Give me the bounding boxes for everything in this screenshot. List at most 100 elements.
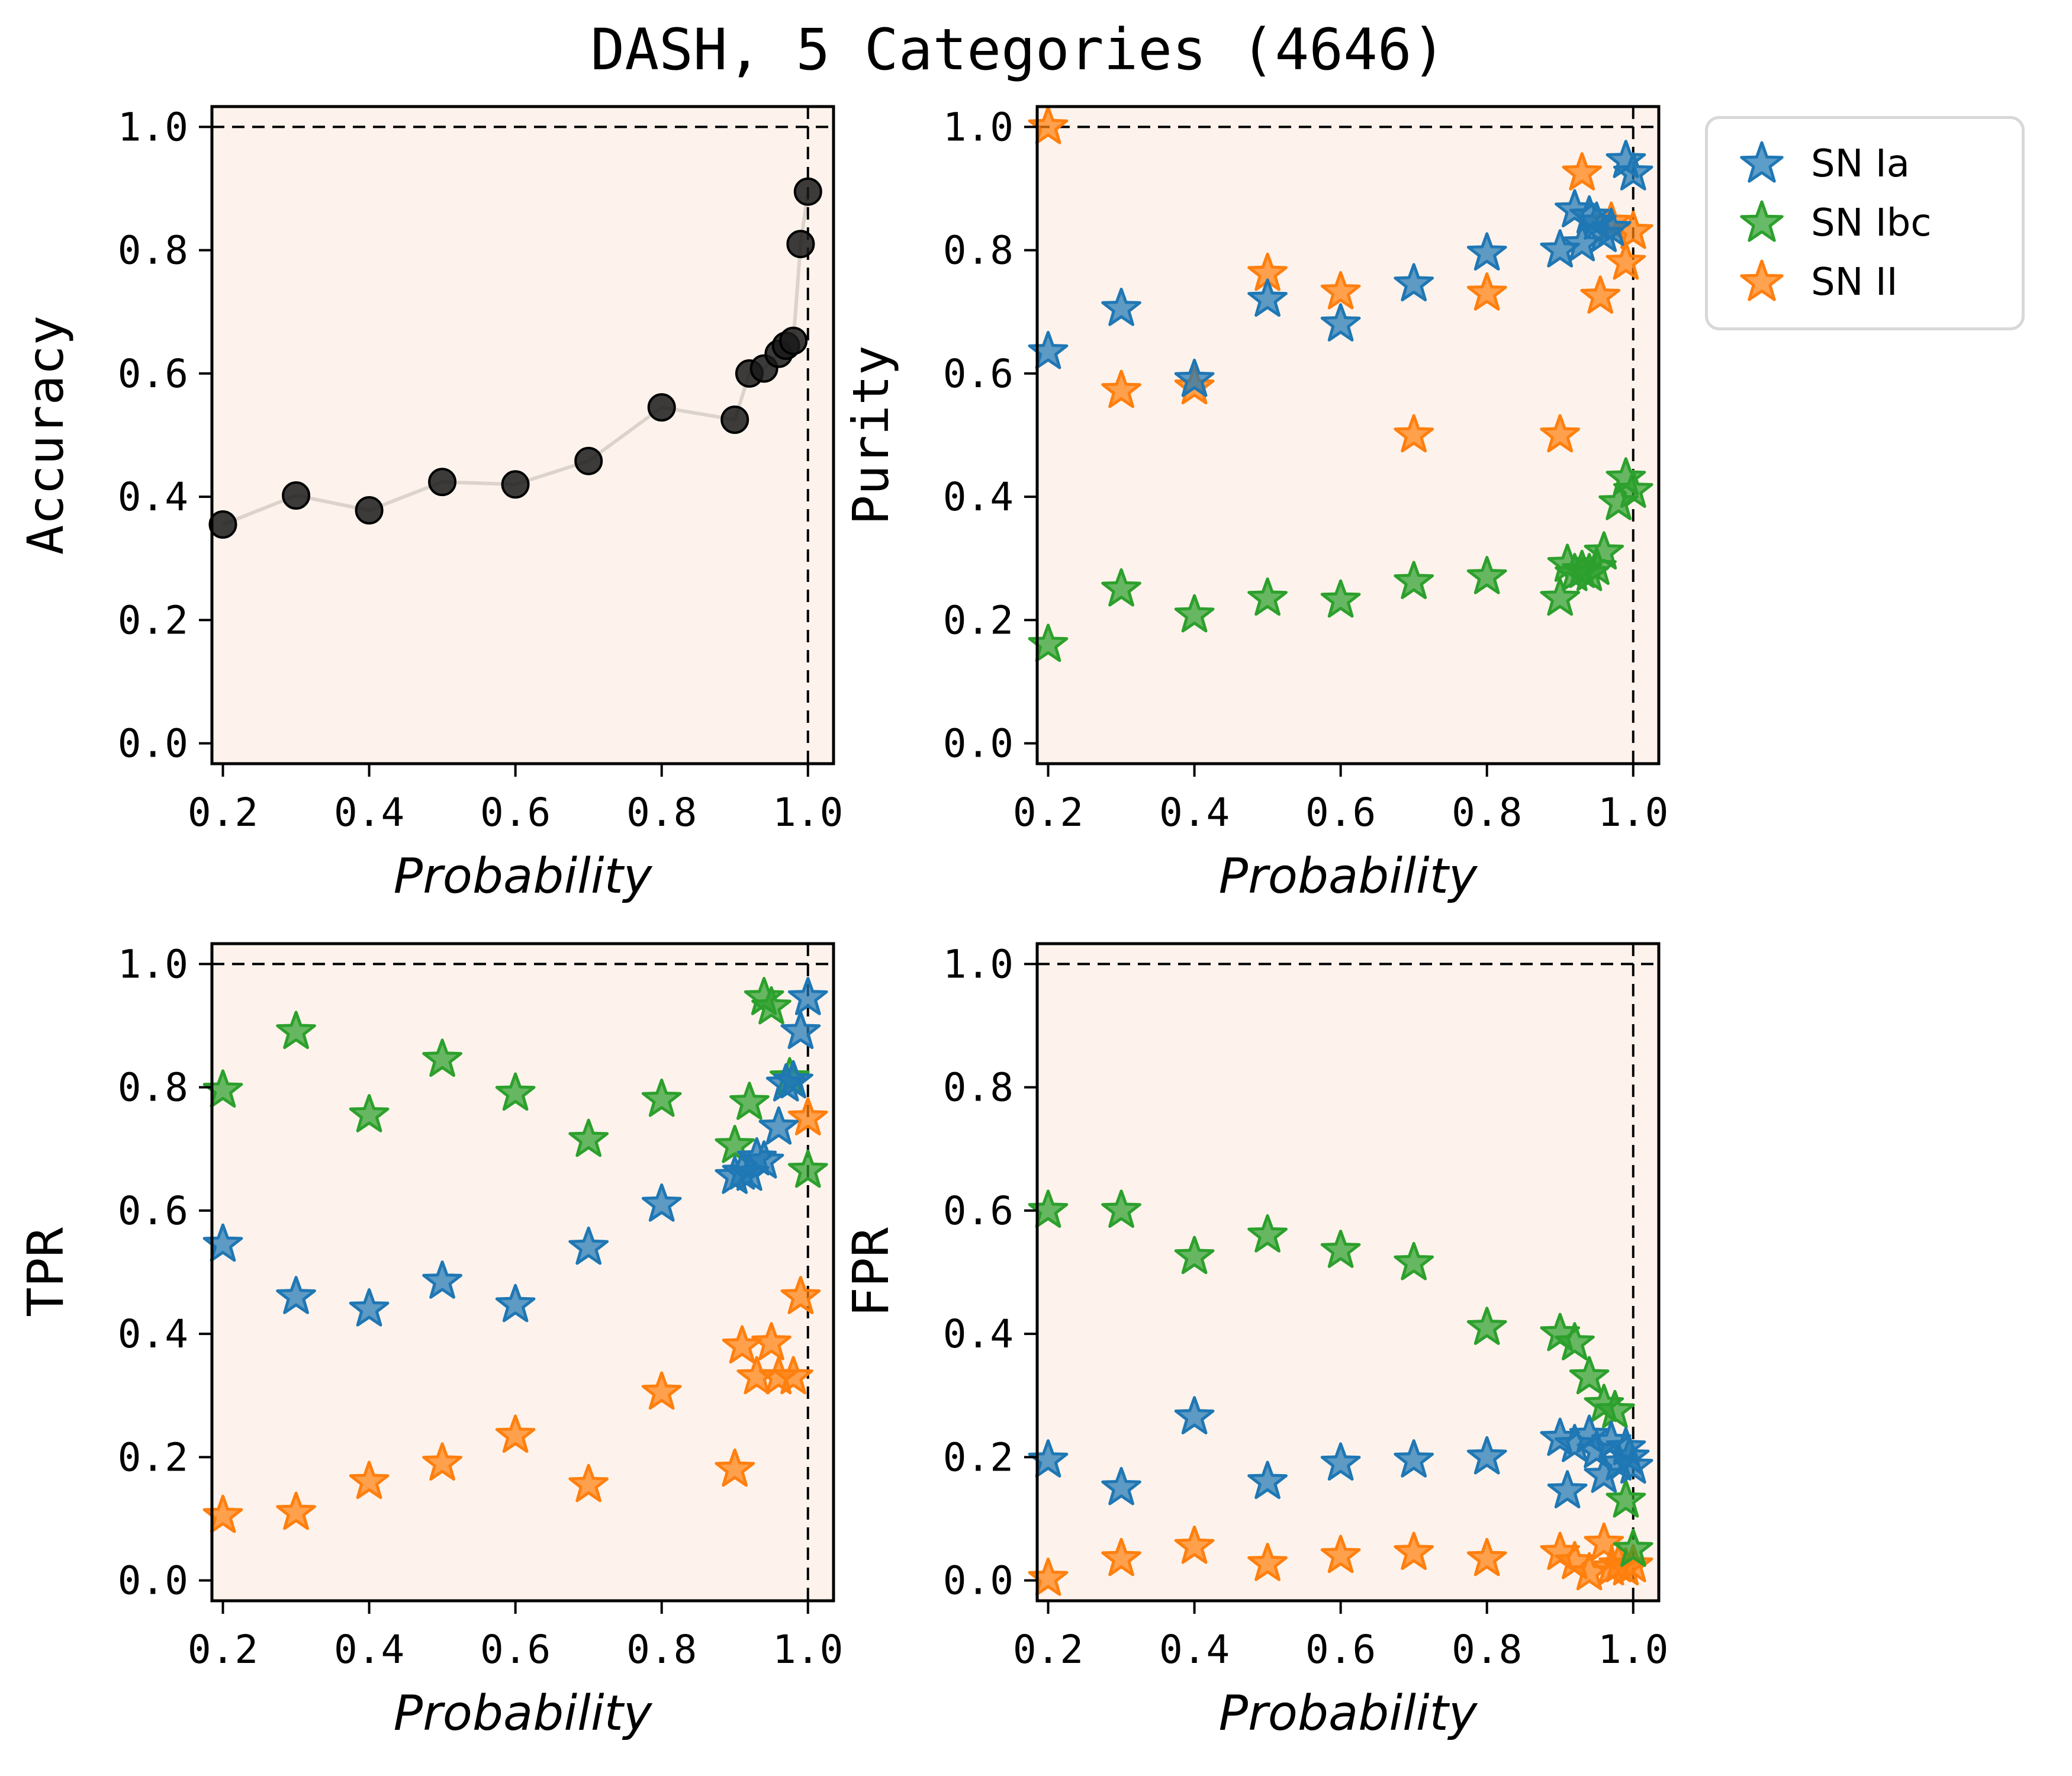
- axes-tpr-spines: [210, 942, 835, 1603]
- tpr-point-sn-ia: [568, 1226, 609, 1265]
- y-tick-label: 0.2: [118, 1434, 188, 1480]
- y-tick-label: 0.8: [118, 1065, 188, 1111]
- purity-point-sn-ia: [1247, 278, 1288, 317]
- tpr-point-sn-ii: [773, 1356, 813, 1395]
- axes-tpr-background: [212, 944, 834, 1601]
- purity-point-sn-ibc: [1174, 594, 1215, 633]
- tpr-point-sn-ii: [202, 1494, 243, 1533]
- accuracy-point: [208, 510, 237, 539]
- purity-point-sn-ii: [1466, 272, 1507, 311]
- y-tick-label: 0.2: [118, 597, 188, 643]
- fpr-point-sn-ia: [1394, 1439, 1434, 1478]
- purity-point-sn-ibc: [1320, 579, 1361, 618]
- tpr-point-sn-ii: [568, 1463, 609, 1502]
- fpr-point-sn-ii: [1613, 1544, 1653, 1582]
- y-tick-label: 1.0: [118, 104, 188, 150]
- fpr-point-sn-ia: [1101, 1466, 1141, 1505]
- purity-point-sn-ii: [1028, 105, 1069, 144]
- y-axis-label-accuracy: Accuracy: [17, 316, 75, 555]
- fpr-point-sn-ibc: [1613, 1529, 1653, 1567]
- tpr-point-sn-ia: [758, 1106, 799, 1145]
- accuracy-point: [501, 470, 530, 499]
- x-tick-label: 0.8: [626, 1627, 697, 1672]
- tpr-point-sn-ibc: [202, 1069, 243, 1108]
- legend-label-sn-ii: SN II: [1811, 260, 1898, 304]
- purity-point-sn-ia: [1466, 232, 1507, 271]
- accuracy-point: [793, 177, 822, 206]
- purity-point-sn-ia: [1394, 263, 1434, 302]
- y-tick-label: 0.6: [943, 351, 1014, 397]
- x-tick-label: 0.4: [1159, 790, 1230, 835]
- fpr-point-sn-ibc: [1606, 1479, 1646, 1518]
- fpr-point-sn-ibc: [1320, 1230, 1361, 1268]
- tpr-point-sn-ia: [744, 1140, 784, 1179]
- x-tick-label: 1.0: [1598, 790, 1668, 835]
- fpr-point-sn-ia: [1320, 1442, 1361, 1481]
- fpr-point-sn-ibc: [1247, 1214, 1288, 1253]
- purity-point-sn-ii: [1320, 271, 1361, 310]
- fpr-point-sn-ibc: [1028, 1189, 1069, 1228]
- axes-purity-spines: [1035, 105, 1661, 765]
- fpr-point-sn-ibc: [1569, 1356, 1610, 1395]
- purity-point-sn-ibc: [1613, 469, 1653, 508]
- purity-point-sn-ii: [1580, 275, 1621, 314]
- fpr-point-sn-ii: [1247, 1543, 1288, 1581]
- x-tick-label: 0.6: [480, 790, 551, 835]
- y-tick-label: 0.4: [943, 474, 1014, 520]
- y-tick-label: 0.2: [943, 1434, 1014, 1480]
- y-tick-label: 0.8: [943, 1065, 1014, 1111]
- y-tick-label: 0.0: [118, 721, 188, 767]
- fpr-point-sn-ia: [1613, 1445, 1653, 1484]
- star-icon: [1740, 259, 1784, 301]
- legend-item-sn-ii: SN II: [1736, 257, 2016, 308]
- tpr-point-sn-ii: [276, 1491, 316, 1530]
- x-axis-label-accuracy: Probability: [394, 848, 653, 905]
- tpr-point-sn-ia: [349, 1288, 390, 1327]
- purity-point-sn-ibc: [1540, 577, 1581, 616]
- purity-point-sn-ii: [1562, 152, 1603, 191]
- legend-item-sn-ia: SN Ia: [1736, 139, 2016, 189]
- x-tick-label: 0.8: [1452, 790, 1522, 835]
- tpr-point-sn-ia: [202, 1223, 243, 1262]
- y-tick-label: 0.8: [118, 228, 188, 274]
- purity-point-sn-ibc: [1394, 561, 1434, 599]
- star-icon: [1740, 200, 1784, 242]
- tpr-point-sn-ia: [422, 1260, 462, 1299]
- fpr-point-sn-ii: [1584, 1522, 1624, 1561]
- fpr-point-sn-ii: [1101, 1537, 1141, 1576]
- purity-point-sn-ibc: [1466, 556, 1507, 594]
- fpr-point-sn-ii: [1394, 1532, 1434, 1570]
- legend-item-sn-ibc: SN Ibc: [1736, 198, 2016, 249]
- tpr-point-sn-ii: [641, 1371, 682, 1410]
- x-tick-label: 0.2: [188, 1627, 258, 1672]
- x-tick-label: 0.2: [188, 790, 258, 835]
- legend-label-sn-ia: SN Ia: [1811, 142, 1910, 186]
- fpr-point-sn-ia: [1247, 1460, 1288, 1500]
- x-axis-label-purity: Probability: [1219, 848, 1478, 905]
- legend-box: SN Ia SN Ibc SN II: [1705, 116, 2025, 330]
- axes-accuracy-spines: [210, 105, 835, 765]
- fpr-point-sn-ibc: [1394, 1241, 1434, 1280]
- tpr-point-sn-ia: [495, 1283, 536, 1323]
- tpr-point-sn-ibc: [715, 1125, 755, 1163]
- figure-title: DASH, 5 Categories (4646): [590, 17, 1446, 83]
- purity-point-sn-ia: [1028, 330, 1069, 369]
- accuracy-point: [720, 406, 749, 434]
- tpr-point-sn-ibc: [568, 1118, 609, 1157]
- tpr-point-sn-ibc: [787, 1149, 828, 1188]
- accuracy-point: [355, 496, 384, 525]
- fpr-point-sn-ii: [1174, 1525, 1215, 1564]
- purity-point-sn-ia: [1591, 207, 1632, 246]
- purity-point-sn-ia: [1613, 152, 1653, 191]
- accuracy-point: [779, 326, 808, 355]
- axes-fpr-spines: [1035, 942, 1661, 1603]
- y-axis-label-fpr: FPR: [842, 1227, 900, 1317]
- y-tick-label: 0.6: [118, 1188, 188, 1234]
- tpr-point-sn-ii: [422, 1442, 462, 1481]
- y-tick-label: 0.6: [118, 351, 188, 397]
- tpr-point-sn-ibc: [751, 986, 792, 1025]
- y-axis-label-purity: Purity: [842, 345, 900, 525]
- x-tick-label: 0.8: [626, 790, 697, 835]
- accuracy-point: [647, 393, 676, 422]
